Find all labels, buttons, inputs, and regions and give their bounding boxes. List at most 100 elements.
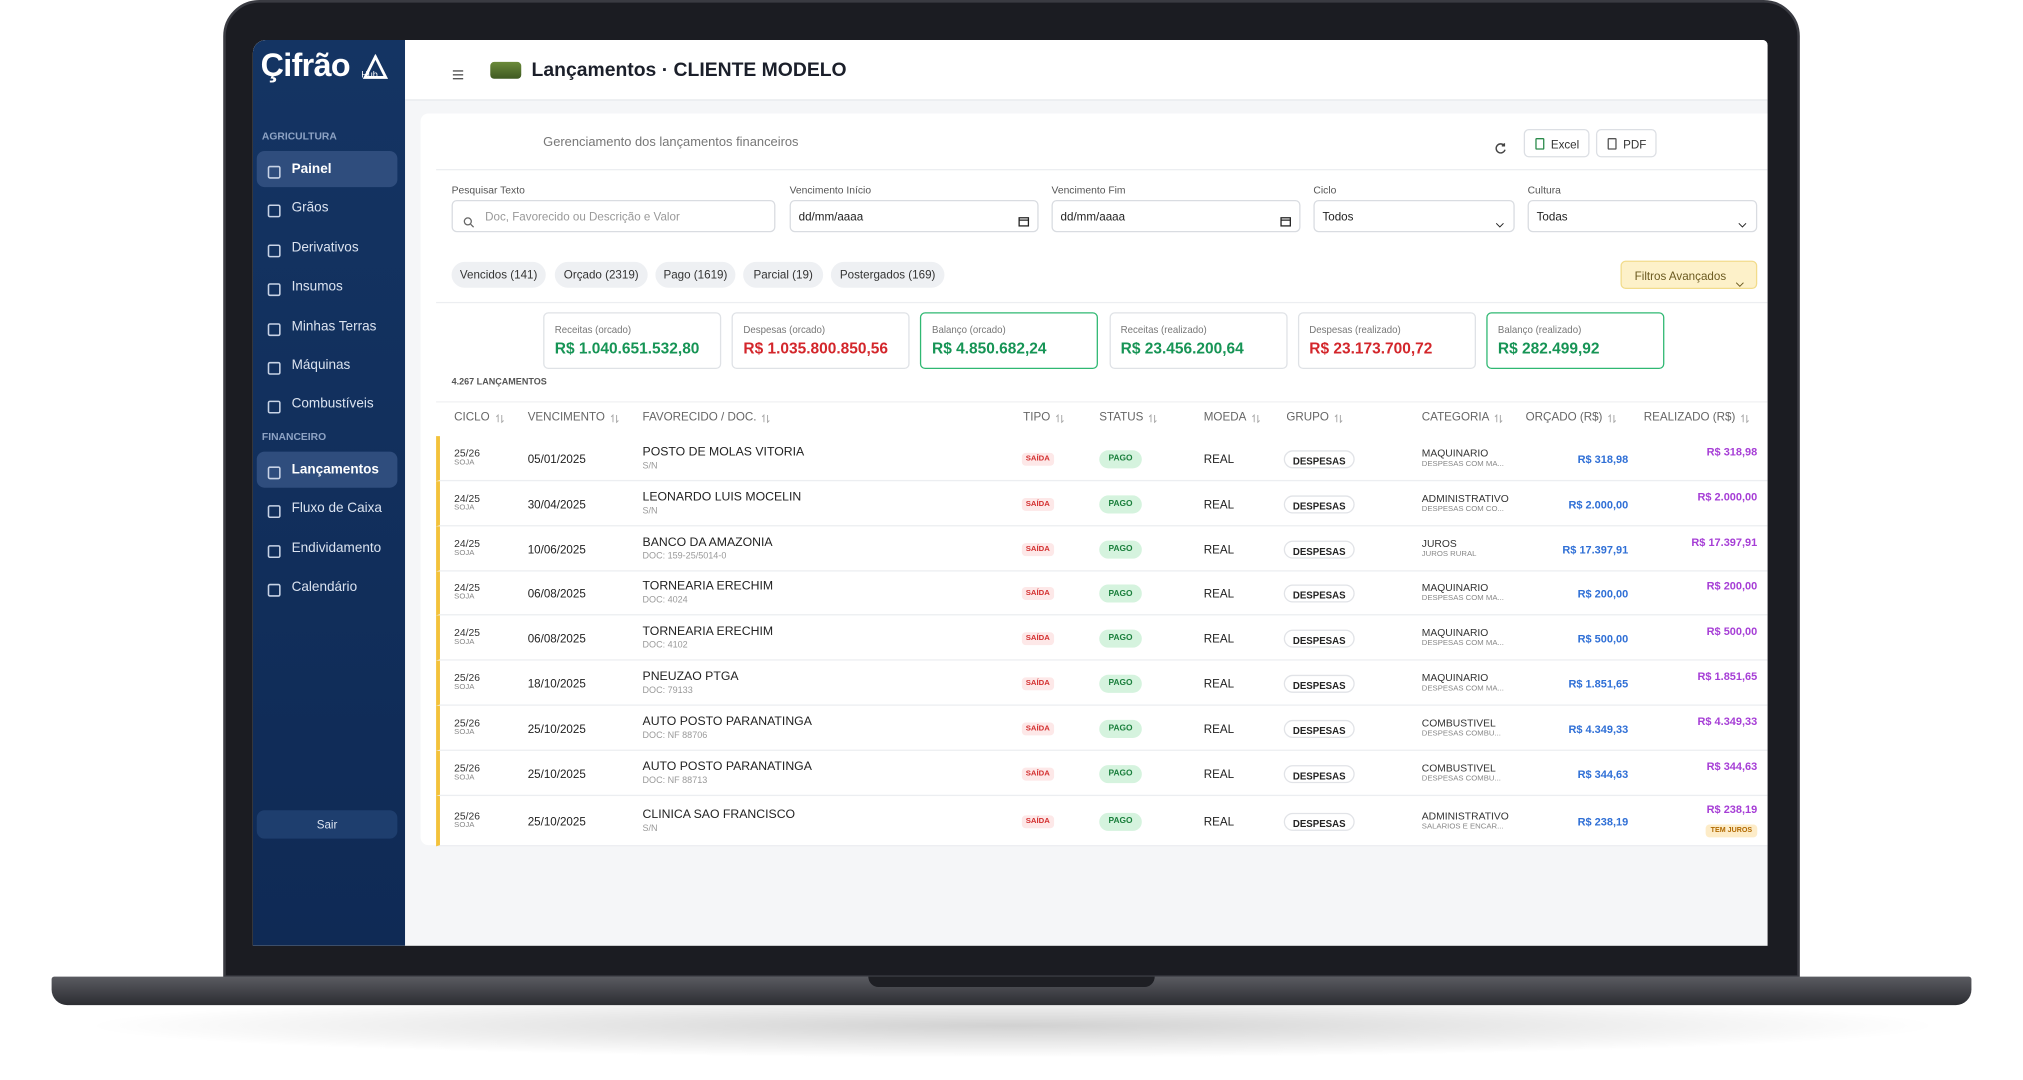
filter-chip[interactable]: Parcial (19) [743,261,824,288]
nav-label: Insumos [291,278,343,295]
column-header[interactable]: REALIZADO (R$) [1644,410,1750,424]
categoria: MAQUINARIO [1421,626,1489,639]
section-title: AGRICULTURA [261,130,337,142]
nav-item[interactable]: Calendário [257,569,398,605]
main: Lançamentos · CLIENTE MODELO Gerenciament… [405,39,1768,946]
column-header[interactable]: VENCIMENTO [528,410,619,424]
subtitle: Gerenciamento dos lançamentos financeiro… [543,135,799,150]
filter-input[interactable]: Doc, Favorecido ou Descrição e Valor [451,199,776,233]
nav-item[interactable]: Insumos [257,269,398,305]
chevron-icon [1495,213,1504,228]
refresh-button[interactable] [1494,138,1507,154]
nav-label: Derivativos [291,239,359,256]
chevron-icon-svg [1738,222,1747,228]
filter-input[interactable]: Todas [1527,199,1758,233]
column-header[interactable]: STATUS [1099,410,1157,424]
export-button[interactable]: PDF [1595,129,1657,158]
cultura: SOJA [454,728,475,737]
nav-item[interactable]: Minhas Terras [257,308,398,344]
vencimento: 06/08/2025 [527,587,586,600]
favorecido: CLINICA SAO FRANCISCO [642,807,796,822]
column-header[interactable]: FAVORECIDO / DOC. [643,410,771,424]
orcado: R$ 17.397,91 [1562,542,1629,556]
filter-input[interactable]: Todos [1313,199,1515,233]
screen: Çifrão Hub AGRICULTURA Painel Grãos Derivativ… [252,39,1768,946]
search-icon [463,212,475,228]
nav-icon [267,502,281,519]
filter-chip[interactable]: Postergados (169) [830,261,945,288]
filter-input[interactable]: dd/mm/aaaa [1051,199,1301,233]
nav-label: Calendário [291,579,358,595]
summary-value: R$ 282.499,92 [1497,339,1600,358]
favorecido: LEONARDO LUIS MOCELIN [642,489,802,504]
logout-button[interactable]: Sair [256,810,398,839]
status: PAGO [1099,628,1142,648]
summary-card: Despesas (realizado) R$ 23.173.700,72 [1297,312,1476,369]
table-row [436,796,1768,847]
subcategoria: DESPESAS COM MA... [1421,594,1504,603]
summary-value: R$ 23.173.700,72 [1309,339,1433,358]
realizado: R$ 1.851,65 [1697,668,1758,682]
filter-value: Doc, Favorecido ou Descrição e Valor [485,210,680,224]
sort-icon [1608,413,1617,424]
cultura: SOJA [454,548,475,557]
grupo: DESPESAS [1283,449,1355,468]
grupo: DESPESAS [1283,584,1355,603]
column-header[interactable]: GRUPO [1286,410,1343,424]
filter-chip[interactable]: Vencidos (141) [451,261,546,288]
categoria: ADMINISTRATIVO [1421,809,1509,822]
nav-item[interactable]: Endividamento [257,530,398,566]
calendar-icon [1280,210,1292,227]
column-header[interactable]: CATEGORIA [1422,410,1504,424]
column-header[interactable]: MOEDA [1204,410,1261,424]
nav-item[interactable]: Lançamentos [256,451,398,488]
column-header[interactable]: TIPO [1023,410,1064,424]
menu-icon-svg [452,70,464,80]
export-icon [1607,138,1617,150]
summary-value: R$ 1.035.800.850,56 [743,339,889,358]
grupo: DESPESAS [1283,494,1355,513]
nav-icon-svg [267,505,281,519]
ciclo: 25/26 [454,671,480,684]
export-button[interactable]: Excel [1523,129,1590,158]
vencimento: 25/10/2025 [527,767,586,780]
nav-icon [267,359,281,375]
favorecido: TORNEARIA ERECHIM [642,623,774,639]
vencimento: 18/10/2025 [527,676,586,690]
export-icon [1535,138,1545,150]
table-row [436,705,1768,751]
column-header[interactable]: ORÇADO (R$) [1526,410,1617,424]
nav-icon [267,163,281,179]
grupo: DESPESAS [1283,628,1355,648]
nav-label: Fluxo de Caixa [291,500,382,517]
status: PAGO [1099,719,1142,738]
favorecido: AUTO POSTO PARANATINGA [642,714,812,729]
column-header[interactable]: CICLO [454,410,504,424]
nav-item[interactable]: Grãos [257,190,398,226]
filter-chip[interactable]: Orçado (2319) [554,261,648,288]
subcategoria: DESPESAS COMBU... [1421,729,1501,738]
nav-item[interactable]: Painel [256,150,398,188]
chevron-icon-svg [1735,282,1744,287]
chip-label: Pago (1619) [663,268,728,282]
doc: DOC: 79133 [642,685,693,695]
moeda: REAL [1203,721,1235,735]
subcategoria: DESPESAS COM MA... [1421,639,1504,648]
nav-icon-svg [267,361,281,375]
nav-item[interactable]: Derivativos [257,229,398,265]
sort-icon [762,413,771,424]
nav-item[interactable]: Máquinas [257,347,398,383]
nav-item[interactable]: Fluxo de Caixa [257,491,398,527]
moeda: REAL [1203,452,1235,466]
filter-chip[interactable]: Pago (1619) [655,261,736,288]
cultura: SOJA [454,458,475,467]
doc: S/N [642,823,658,833]
advanced-filters[interactable]: Filtros Avançados [1620,260,1758,290]
moeda: REAL [1203,587,1235,600]
realizado: R$ 318,98 [1706,444,1758,458]
cultura: SOJA [454,638,475,646]
logout-label: Sair [316,817,338,831]
summary-card: Balanço (realizado) R$ 282.499,92 [1486,312,1665,369]
filter-input[interactable]: dd/mm/aaaa [789,199,1039,233]
nav-item[interactable]: Combustíveis [257,386,398,422]
